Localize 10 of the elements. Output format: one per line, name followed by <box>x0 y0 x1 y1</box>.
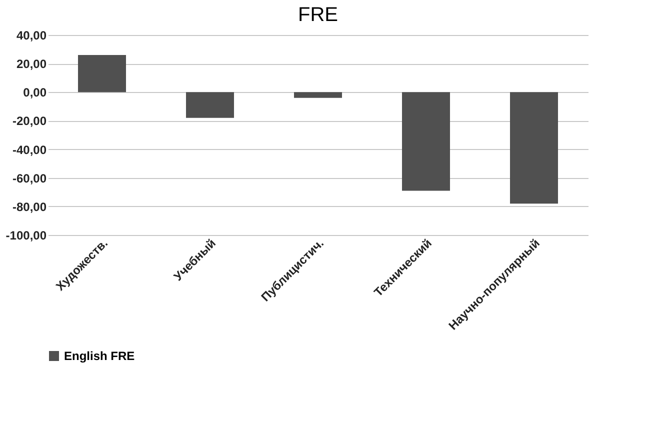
y-tick-label: -100,00 <box>6 228 47 242</box>
y-tick-label: -40,00 <box>12 142 47 157</box>
y-tick-label: 0,00 <box>23 86 47 100</box>
chart-title: FRE <box>298 4 338 26</box>
y-tick-label: 20,00 <box>16 57 47 72</box>
y-tick-label: 40,00 <box>16 28 47 42</box>
y-tick-label: -80,00 <box>12 200 47 214</box>
y-tick-label: -60,00 <box>12 171 47 186</box>
legend-label: English FRE <box>64 349 135 363</box>
y-tick-label: -20,00 <box>12 114 47 128</box>
